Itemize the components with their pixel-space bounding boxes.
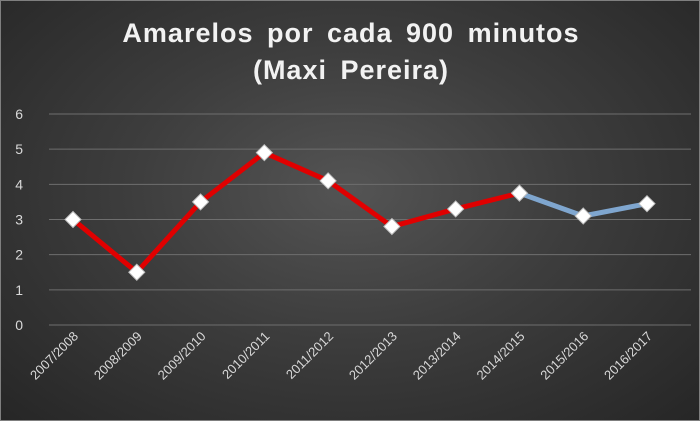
data-point <box>383 217 401 236</box>
data-point <box>255 143 274 162</box>
x-tick-label: 2015/2016 <box>537 329 591 383</box>
x-tick-label: 2013/2014 <box>410 329 464 383</box>
data-point <box>574 207 592 225</box>
x-tick-label: 2011/2012 <box>283 329 336 382</box>
series-segment <box>389 206 459 230</box>
series-segment <box>70 217 140 275</box>
data-point <box>638 194 656 213</box>
y-tick-label: 0 <box>15 317 23 333</box>
data-point <box>319 172 337 190</box>
data-point <box>191 193 210 211</box>
x-tick-label: 2016/2017 <box>601 329 655 383</box>
series-segment <box>261 150 331 184</box>
y-tick-label: 6 <box>15 106 23 122</box>
y-tick-label: 3 <box>15 212 23 228</box>
series-segment <box>580 201 650 219</box>
data-point <box>446 200 465 218</box>
chart-title: Amarelos por cada 900 minutos (Maxi Pere… <box>1 15 699 89</box>
x-tick-label: 2007/2008 <box>27 329 81 383</box>
x-tick-label: 2009/2010 <box>155 329 209 383</box>
series-segment <box>134 199 204 275</box>
chart-title-line-1: Amarelos por cada 900 minutos <box>122 18 580 48</box>
data-point <box>510 184 529 202</box>
data-point <box>128 263 146 281</box>
x-tick-label: 2008/2009 <box>91 329 145 383</box>
y-tick-label: 1 <box>15 282 23 298</box>
x-tick-label: 2014/2015 <box>474 329 528 383</box>
x-tick-label: 2012/2013 <box>346 329 400 383</box>
series-segment <box>516 190 586 219</box>
series-segment <box>198 150 267 205</box>
x-tick-label: 2010/2011 <box>219 329 272 382</box>
series-segment <box>325 178 395 230</box>
y-tick-label: 2 <box>15 247 23 263</box>
y-tick-label: 4 <box>15 176 23 192</box>
y-tick-label: 5 <box>15 141 23 157</box>
series-segment <box>453 190 522 212</box>
chart-title-line-2: (Maxi Pereira) <box>252 55 450 85</box>
data-point <box>64 210 82 229</box>
